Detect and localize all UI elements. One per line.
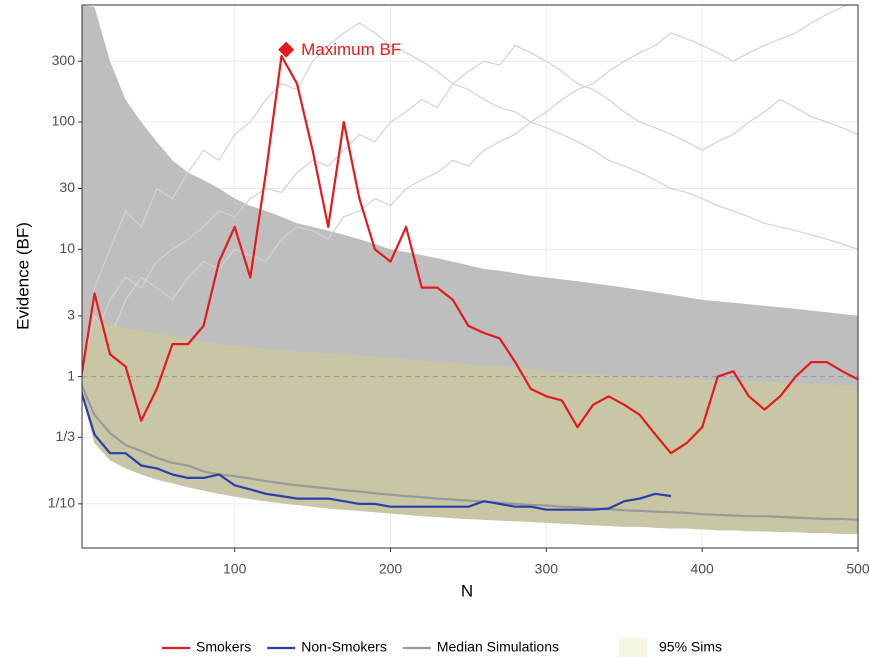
y-tick-label: 300 — [52, 52, 76, 68]
x-axis-label: N — [461, 581, 473, 600]
x-tick-label: 500 — [846, 561, 870, 577]
y-tick-label: 1/10 — [48, 495, 75, 511]
max-marker — [278, 41, 295, 58]
legend-label: 95% Sims — [659, 639, 722, 655]
y-tick-label: 100 — [52, 113, 76, 129]
panel-border — [81, 4, 859, 549]
y-tick-label: 10 — [59, 240, 75, 256]
band-95 — [82, 321, 858, 534]
simulation-line — [82, 44, 858, 374]
simulation-line — [82, 5, 849, 373]
legend: Smokers Non-Smokers Median Simulations 95% … — [162, 638, 722, 657]
legend-label: Smokers — [196, 639, 251, 655]
x-tick-label: 400 — [690, 561, 714, 577]
axes: 1/10 1/3 1 3 10 30 100 300 100 200 300 400 500 — [48, 52, 870, 577]
legend-label: Non-Smokers — [301, 639, 387, 655]
x-tick-label: 200 — [379, 561, 403, 577]
x-tick-label: 100 — [223, 561, 247, 577]
legend-label: Median Simulations — [437, 639, 559, 655]
legend-swatch — [619, 638, 647, 657]
series-line — [82, 390, 672, 511]
annotation: Maximum BF — [301, 40, 401, 59]
simulation-line — [82, 22, 858, 371]
y-tick-label: 1/3 — [56, 428, 76, 444]
y-tick-label: 1 — [67, 367, 75, 383]
series-line — [82, 383, 858, 521]
plot-area — [82, 5, 858, 534]
x-tick-label: 300 — [535, 561, 559, 577]
y-tick-label: 3 — [67, 307, 75, 323]
series-line — [82, 54, 858, 455]
y-axis-label: Evidence (BF) — [13, 222, 32, 330]
y-tick-label: 30 — [59, 179, 75, 195]
